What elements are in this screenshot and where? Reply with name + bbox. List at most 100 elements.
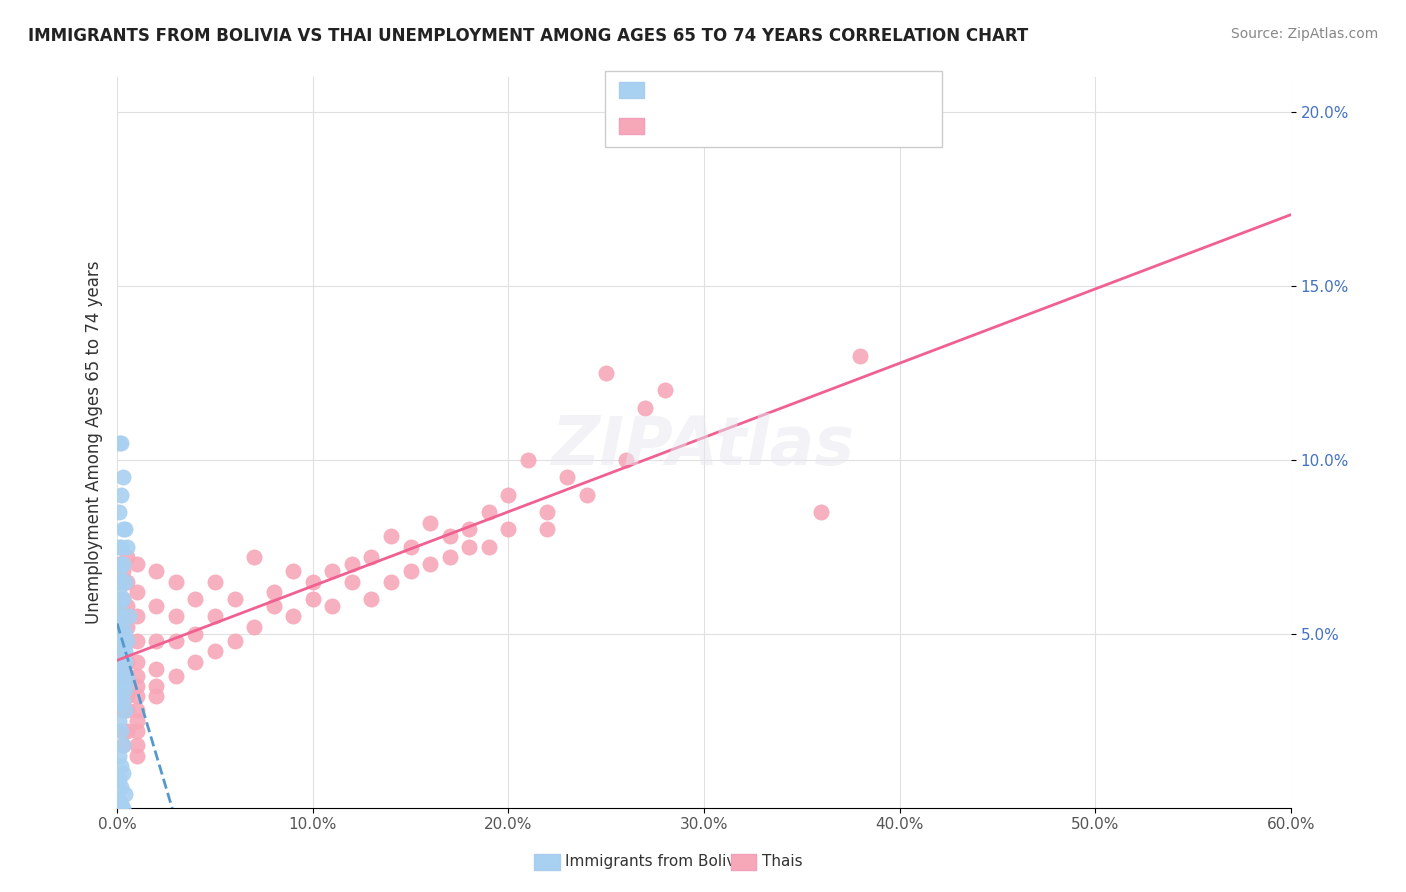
Point [108,505,131,519]
Point [108,655,131,669]
Point [108,627,131,641]
Point [112,800,135,814]
Point [110,651,132,665]
Point [112,738,135,752]
Point [115,550,138,565]
Point [360,592,382,607]
Point [224,592,246,607]
Point [110,435,132,450]
Point [110,780,132,794]
Point [536,505,558,519]
Point [110,488,132,502]
Point [125,609,148,624]
Point [110,697,132,711]
Point [108,620,131,634]
Point [125,724,148,739]
Point [145,633,167,648]
Point [112,651,135,665]
Point [112,470,135,484]
Point [184,627,207,641]
Point [110,662,132,676]
Point [125,655,148,669]
Point [108,640,131,655]
Point [110,627,132,641]
Point [360,550,382,565]
Point [112,523,135,537]
Point [112,703,135,717]
Point [204,644,226,658]
Point [419,516,441,530]
Point [145,679,167,693]
Point [849,349,872,363]
Point [380,529,402,543]
Point [125,703,148,717]
Point [165,609,187,624]
Point [115,724,138,739]
Point [340,574,363,589]
Point [810,505,832,519]
Point [399,540,422,554]
Point [114,574,136,589]
Point [115,599,138,613]
Point [595,366,617,380]
Point [108,714,131,728]
Point [125,679,148,693]
Point [115,668,138,682]
Point [108,558,131,572]
Point [118,609,141,624]
Point [112,592,135,607]
Text: Thais: Thais [762,855,803,869]
Point [115,633,138,648]
Point [125,558,148,572]
Point [125,633,148,648]
Point [380,574,402,589]
Point [110,540,132,554]
Point [112,620,135,634]
Point [321,564,343,578]
Point [478,505,501,519]
Point [439,529,461,543]
Point [108,748,131,763]
Point [498,523,520,537]
Point [114,627,136,641]
Point [112,609,135,624]
Point [555,470,578,484]
Point [110,640,132,655]
Point [125,585,148,599]
Point [321,599,343,613]
Point [125,668,148,682]
Point [419,558,441,572]
Point [243,620,266,634]
Point [112,693,135,707]
Text: R = -0.057  N = 67: R = -0.057 N = 67 [626,84,770,98]
Point [110,759,132,773]
Point [614,453,637,467]
Text: ZIPAtlas: ZIPAtlas [551,413,855,479]
Point [112,592,135,607]
Point [165,574,187,589]
Point [108,564,131,578]
Point [243,550,266,565]
Point [112,564,135,578]
Text: Immigrants from Bolivia: Immigrants from Bolivia [565,855,749,869]
Point [145,690,167,704]
Point [204,609,226,624]
Point [458,540,481,554]
Point [145,564,167,578]
Text: Source: ZipAtlas.com: Source: ZipAtlas.com [1230,27,1378,41]
Point [165,633,187,648]
Point [399,564,422,578]
Point [575,488,598,502]
Y-axis label: Unemployment Among Ages 65 to 74 years: Unemployment Among Ages 65 to 74 years [86,260,103,624]
Point [110,668,132,682]
Text: R =  0.221  N = 96: R = 0.221 N = 96 [626,120,770,134]
Point [112,648,135,662]
Point [115,620,138,634]
Point [108,648,131,662]
Point [536,523,558,537]
Point [516,453,538,467]
Point [110,686,132,700]
Point [114,703,136,717]
Point [110,644,132,658]
Point [114,787,136,801]
